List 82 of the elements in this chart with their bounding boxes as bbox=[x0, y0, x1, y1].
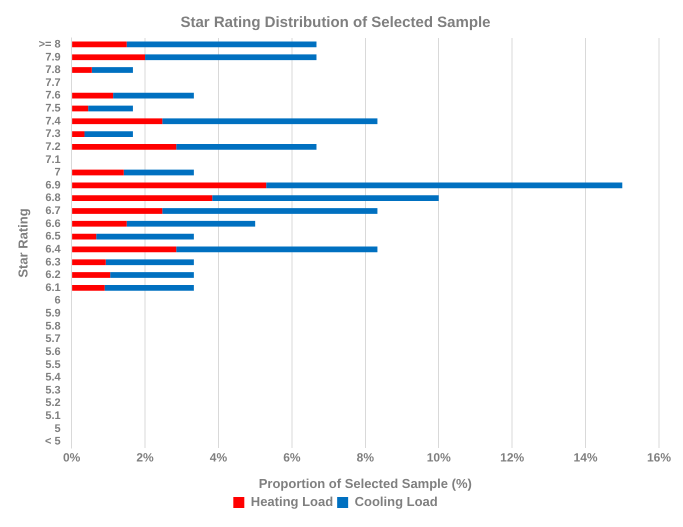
bar bbox=[176, 144, 316, 150]
y-axis-title: Star Rating bbox=[15, 208, 30, 278]
bar bbox=[124, 170, 194, 176]
x-tick-label: 0% bbox=[62, 450, 81, 465]
legend-label: Cooling Load bbox=[354, 494, 438, 510]
y-tick-label: 7.6 bbox=[45, 90, 61, 102]
legend-label: Heating Load bbox=[250, 494, 334, 510]
bar bbox=[72, 92, 114, 99]
bar bbox=[92, 67, 133, 73]
bar bbox=[72, 106, 88, 112]
y-tick-label: 6.7 bbox=[45, 205, 61, 217]
x-tick-label: 14% bbox=[574, 450, 598, 465]
bar bbox=[72, 170, 124, 176]
bar bbox=[72, 259, 106, 266]
y-tick-label: < 5 bbox=[45, 436, 61, 448]
x-tick-label: 8% bbox=[356, 450, 374, 465]
y-tick-label: 5.4 bbox=[45, 372, 62, 384]
bar bbox=[126, 220, 256, 227]
x-tick-label: 4% bbox=[210, 450, 228, 465]
chart-title: Star Rating Distribution of Selected Sample bbox=[180, 14, 491, 32]
y-tick-label: 5.6 bbox=[45, 346, 61, 358]
x-tick-label: 6% bbox=[283, 450, 301, 465]
y-tick-label: 7.7 bbox=[45, 76, 61, 89]
bar bbox=[162, 118, 378, 124]
bar bbox=[72, 42, 127, 48]
x-tick-label: 12% bbox=[500, 450, 524, 465]
bar bbox=[126, 42, 316, 48]
bar bbox=[162, 208, 378, 214]
bar bbox=[72, 67, 92, 73]
bar bbox=[176, 246, 378, 252]
y-tick-label: 6 bbox=[54, 294, 61, 307]
bar bbox=[72, 220, 127, 227]
y-tick-label: 5.2 bbox=[45, 397, 61, 410]
bar bbox=[104, 284, 194, 291]
bar bbox=[106, 259, 194, 266]
bar bbox=[84, 131, 133, 137]
bar bbox=[72, 118, 162, 124]
bar bbox=[72, 246, 176, 252]
y-tick-label: 6.3 bbox=[45, 256, 61, 268]
bar bbox=[72, 144, 176, 150]
bar bbox=[72, 234, 96, 240]
y-tick-label: 6.1 bbox=[45, 282, 61, 294]
x-tick-label: 10% bbox=[426, 450, 452, 465]
y-tick-label: >= 8 bbox=[38, 38, 61, 50]
y-tick-label: 7.8 bbox=[45, 64, 61, 76]
y-tick-label: 6.6 bbox=[45, 218, 61, 230]
bar bbox=[212, 195, 439, 202]
bar bbox=[72, 208, 162, 214]
y-tick-label: 6.8 bbox=[45, 192, 61, 204]
y-tick-label: 7.2 bbox=[45, 140, 61, 153]
bar bbox=[266, 182, 622, 188]
bar bbox=[113, 92, 194, 99]
bar bbox=[110, 272, 194, 278]
y-tick-label: 7.9 bbox=[45, 51, 61, 64]
x-tick-label: 2% bbox=[136, 450, 154, 465]
bar bbox=[72, 272, 110, 278]
y-tick-label: 5.1 bbox=[45, 410, 61, 422]
bar bbox=[72, 182, 266, 188]
y-tick-label: 5.5 bbox=[45, 358, 61, 371]
y-tick-label: 7.4 bbox=[45, 115, 62, 128]
bar bbox=[88, 106, 133, 112]
y-tick-label: 6.4 bbox=[45, 243, 62, 256]
y-tick-label: 5.9 bbox=[45, 308, 61, 320]
y-tick-label: 7.3 bbox=[45, 128, 61, 140]
bar bbox=[96, 234, 194, 240]
y-tick-label: 5.3 bbox=[45, 384, 61, 396]
y-tick-label: 5.7 bbox=[45, 333, 61, 346]
bar bbox=[145, 54, 316, 60]
x-axis-title: Proportion of Selected Sample (%) bbox=[258, 476, 472, 491]
bar bbox=[72, 195, 212, 202]
y-tick-label: 5 bbox=[54, 422, 61, 435]
y-tick-label: 7.5 bbox=[45, 102, 61, 114]
y-tick-label: 6.9 bbox=[45, 179, 61, 192]
y-tick-label: 7 bbox=[54, 166, 61, 179]
y-tick-label: 6.2 bbox=[45, 269, 61, 282]
bar bbox=[72, 284, 105, 291]
bar bbox=[72, 54, 146, 60]
x-tick-label: 16% bbox=[646, 450, 672, 465]
y-tick-label: 6.5 bbox=[45, 230, 61, 243]
bar bbox=[72, 131, 84, 137]
y-tick-label: 5.8 bbox=[45, 320, 61, 332]
y-tick-label: 7.1 bbox=[45, 154, 61, 166]
